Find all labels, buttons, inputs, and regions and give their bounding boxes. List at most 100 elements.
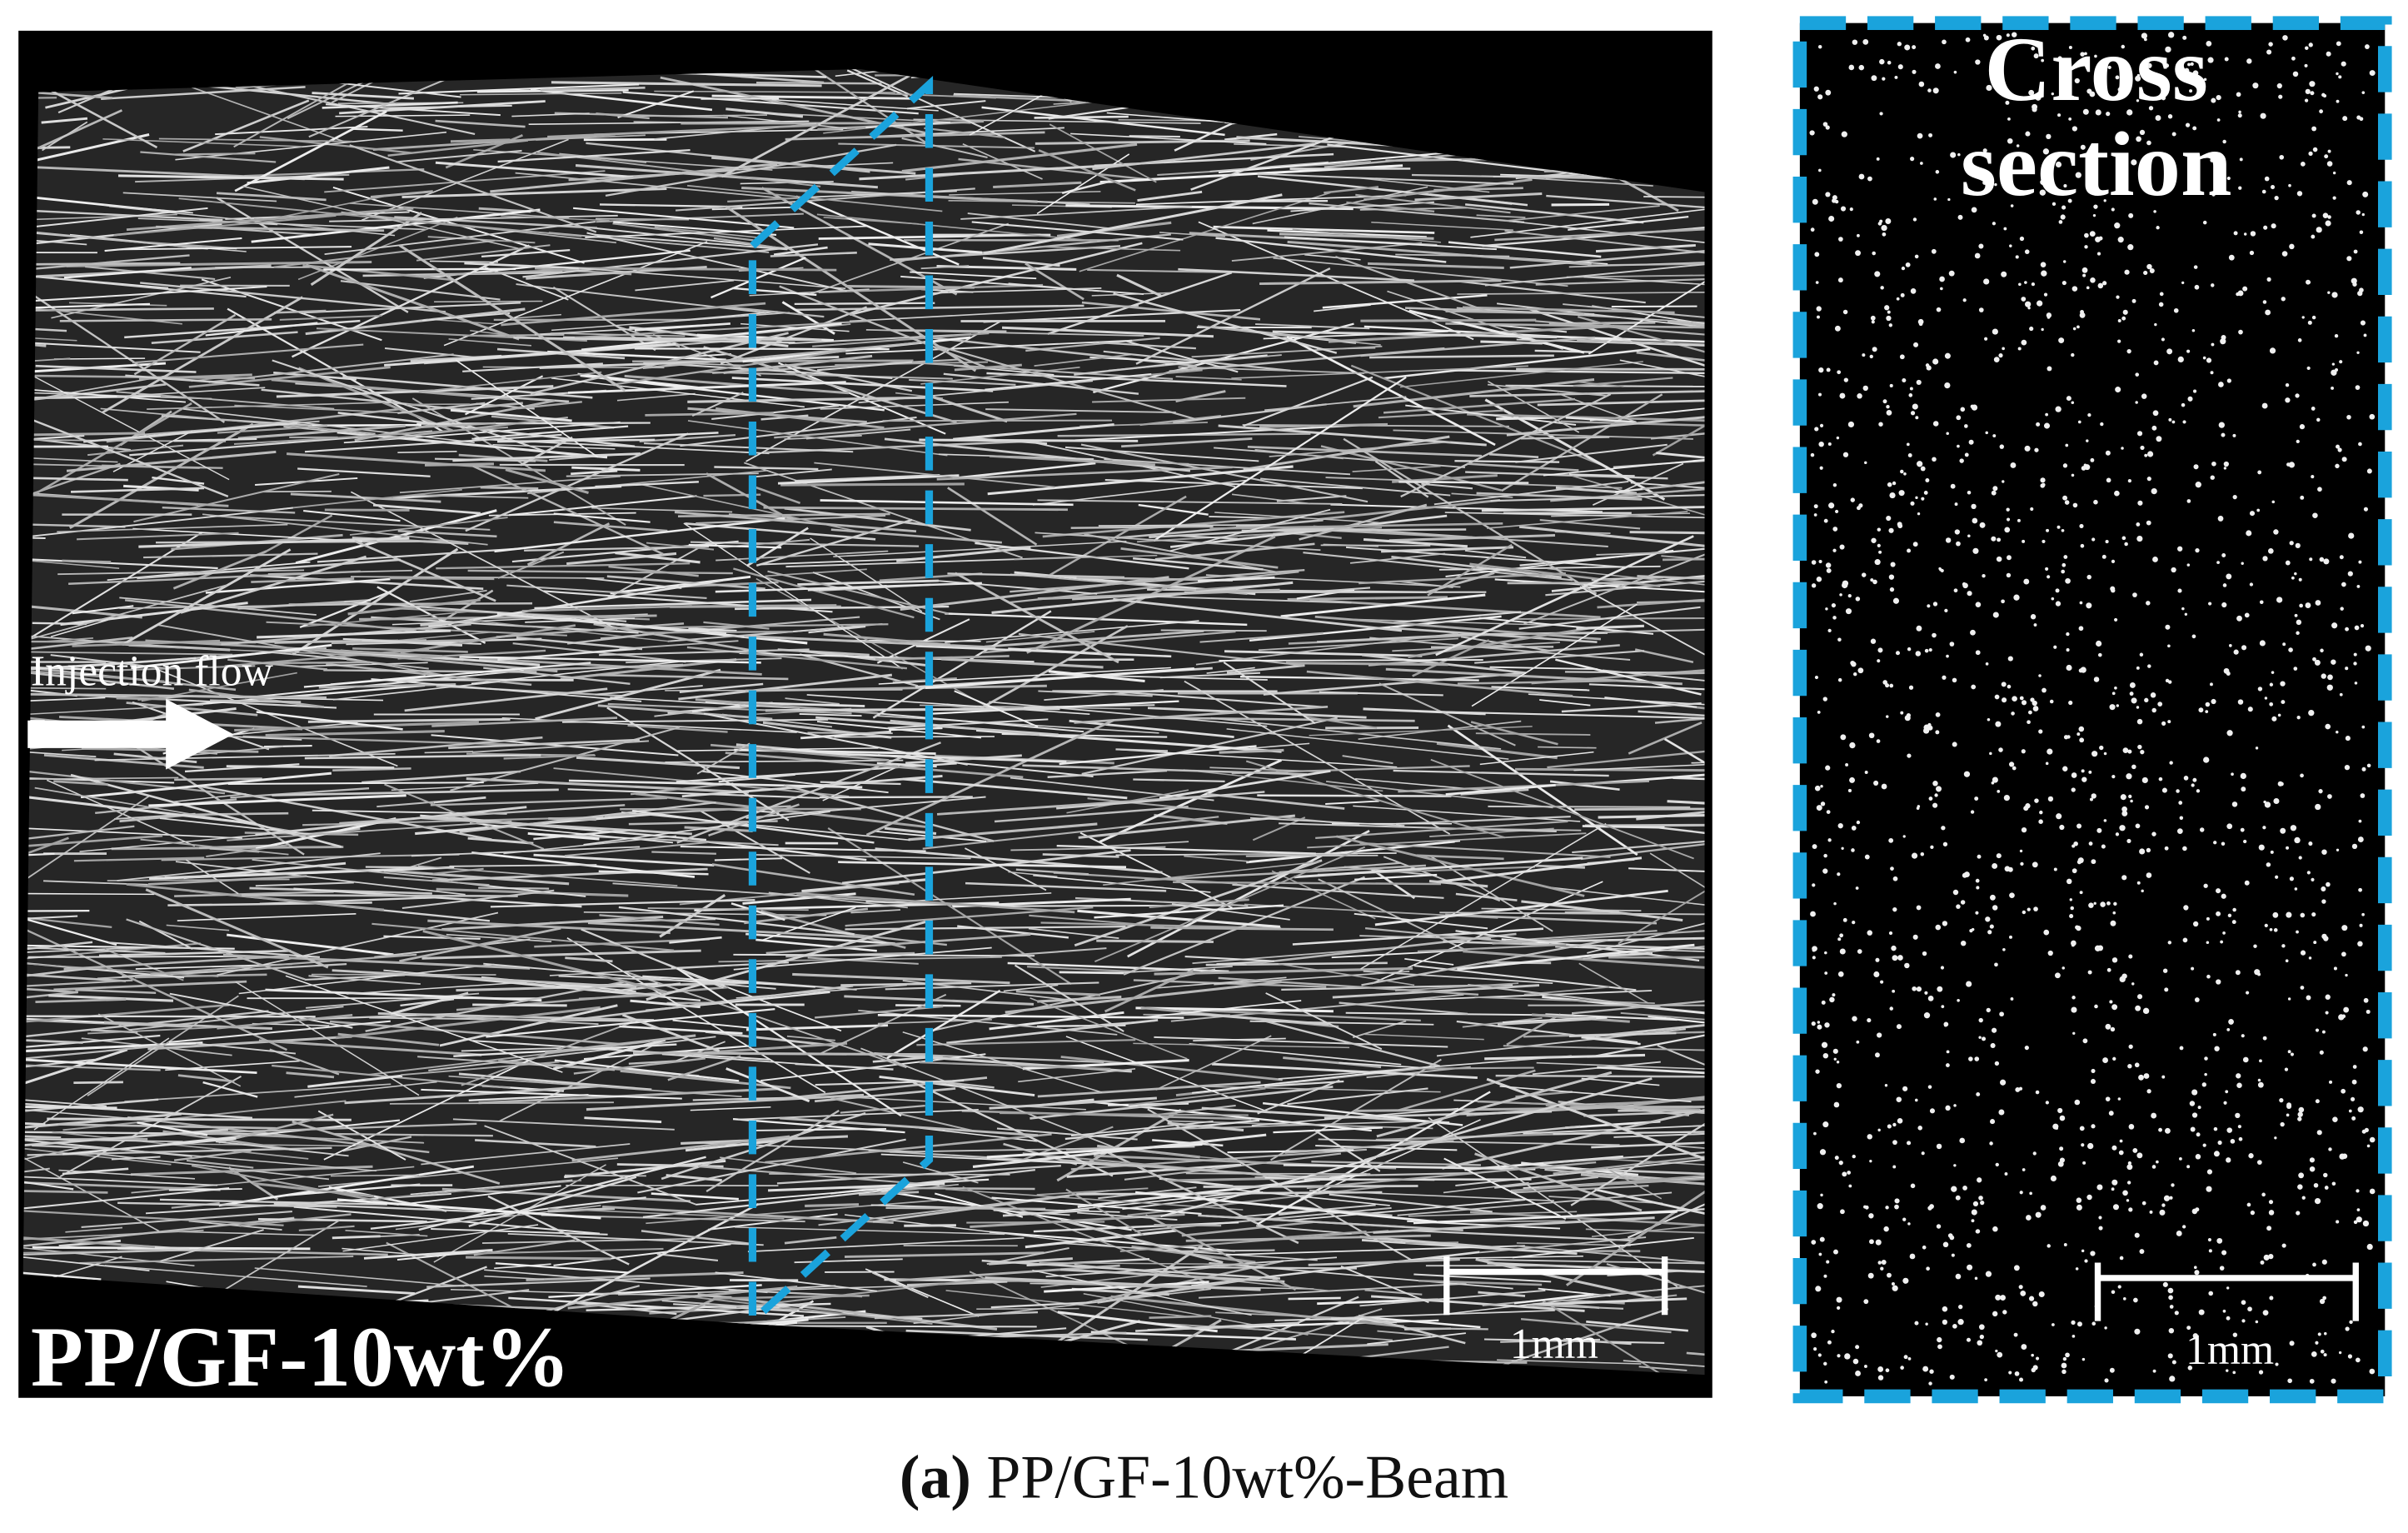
- fiber: [1581, 1077, 1660, 1086]
- fiber-section: [2227, 913, 2232, 918]
- fiber-section: [2361, 766, 2366, 771]
- fiber: [1287, 240, 1592, 266]
- fiber: [227, 658, 328, 671]
- fiber: [1667, 320, 1705, 332]
- fiber-section: [1929, 1108, 1936, 1114]
- fiber-section: [2343, 1006, 2350, 1013]
- fiber-section: [2296, 1211, 2301, 1216]
- fiber-section: [2096, 827, 2102, 833]
- fiber: [1022, 764, 1308, 776]
- fiber: [257, 629, 451, 639]
- fiber-section: [1834, 1156, 1839, 1161]
- fiber: [1435, 535, 1694, 657]
- fiber: [361, 770, 521, 784]
- fiber-section: [2062, 463, 2068, 468]
- fiber-section: [2089, 91, 2096, 97]
- fiber-section: [1880, 980, 1884, 984]
- fiber: [168, 1188, 242, 1191]
- fiber-section: [2332, 171, 2336, 175]
- cross-section-background: [1799, 22, 2386, 1396]
- fiber-section: [2146, 520, 2151, 526]
- fiber-section: [1879, 112, 1883, 116]
- fiber-section: [2262, 826, 2266, 830]
- fiber: [1033, 874, 1211, 893]
- fiber-section: [2146, 140, 2151, 146]
- fiber: [1083, 1293, 1309, 1336]
- fiber-section: [2198, 707, 2204, 713]
- fiber-section: [1950, 152, 1957, 158]
- fiber-section: [1889, 492, 1896, 499]
- fiber-section: [2206, 1169, 2213, 1175]
- fiber: [591, 507, 733, 513]
- fiber-section: [1877, 1032, 1882, 1038]
- fiber: [486, 1007, 775, 1038]
- fiber: [22, 432, 146, 438]
- fiber: [720, 306, 868, 365]
- fiber: [1364, 1077, 1653, 1161]
- fiber-section: [2017, 347, 2022, 351]
- fiber-section: [2144, 453, 2148, 457]
- fiber: [713, 1294, 870, 1300]
- fiber: [1527, 1304, 1624, 1310]
- fiber-section: [2055, 161, 2062, 167]
- fiber-section: [1924, 648, 1929, 653]
- fiber-section: [1956, 904, 1961, 909]
- fiber-section: [2195, 1154, 2201, 1160]
- fiber: [534, 598, 812, 610]
- fiber: [1392, 642, 1560, 652]
- fiber-section: [1975, 878, 1980, 883]
- fiber-section: [2022, 539, 2026, 543]
- fiber: [1646, 670, 1705, 676]
- fiber: [254, 1267, 465, 1287]
- fiber-section: [2293, 667, 2298, 671]
- fiber-section: [2246, 530, 2252, 537]
- fiber-section: [2090, 1078, 2096, 1084]
- fiber-section: [2221, 841, 2226, 846]
- fiber: [875, 655, 1010, 661]
- fiber: [147, 1035, 352, 1051]
- fiber-section: [1997, 537, 2002, 542]
- fiber: [508, 495, 697, 517]
- fiber: [1227, 1149, 1354, 1154]
- fiber-section: [2202, 220, 2207, 225]
- fiber: [1437, 856, 1643, 883]
- fiber-section: [2006, 572, 2012, 578]
- fiber: [370, 190, 433, 199]
- fiber: [616, 392, 695, 402]
- fiber-section: [1886, 715, 1889, 718]
- fiber-section: [1814, 252, 1820, 257]
- fiber-section: [2117, 339, 2121, 343]
- fiber-section: [2161, 787, 2167, 793]
- fiber: [1059, 745, 1257, 766]
- fiber-section: [2167, 941, 2172, 945]
- fiber: [22, 462, 121, 507]
- fiber-section: [2233, 649, 2239, 655]
- fiber: [902, 777, 1128, 800]
- fiber: [103, 204, 193, 214]
- fiber-section: [1936, 1143, 1942, 1150]
- fiber: [1503, 1045, 1705, 1052]
- fiber-section: [1952, 742, 1957, 747]
- fiber: [1243, 435, 1450, 472]
- fiber-section: [1947, 1233, 1953, 1238]
- fiber-section: [1852, 1154, 1856, 1159]
- fiber: [250, 574, 484, 591]
- fiber-section: [2121, 810, 2128, 816]
- fiber: [1576, 624, 1644, 630]
- fiber-section: [2366, 468, 2372, 474]
- fiber: [494, 517, 785, 553]
- fiber-section: [2120, 794, 2126, 801]
- fiber-section: [1946, 1050, 1950, 1054]
- fiber-section: [2369, 70, 2376, 77]
- fiber: [116, 697, 167, 701]
- fiber-section: [2285, 560, 2291, 566]
- fiber: [416, 1013, 599, 1026]
- fiber-section: [1812, 844, 1817, 850]
- fiber-section: [2082, 108, 2089, 115]
- fiber: [576, 756, 740, 770]
- fiber: [1215, 237, 1447, 263]
- fiber-section: [2121, 44, 2126, 49]
- fiber: [1135, 194, 1407, 206]
- fiber-section: [1954, 502, 1958, 507]
- fiber-section: [1852, 1358, 1859, 1365]
